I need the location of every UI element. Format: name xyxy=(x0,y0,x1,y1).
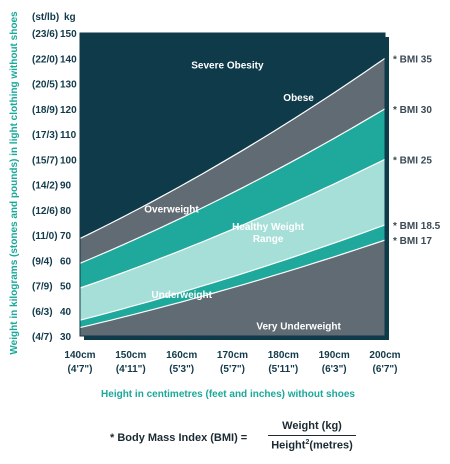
y-tick-kg: 40 xyxy=(60,307,72,318)
bmi-formula: * Body Mass Index (BMI) = Weight (kg) He… xyxy=(110,420,360,460)
y-tick-kg: 140 xyxy=(60,54,77,65)
bmi-label-35: * BMI 35 xyxy=(393,54,432,65)
bmi-label-30: * BMI 30 xyxy=(393,105,432,116)
y-tick-kg: 100 xyxy=(60,155,77,166)
x-tick-cm: 200cm xyxy=(369,350,400,361)
region-label-healthy-weight-1: Range xyxy=(253,234,284,245)
y-tick-kg: 60 xyxy=(60,256,72,267)
x-tick-cm: 150cm xyxy=(115,350,146,361)
bmi-line-17 xyxy=(79,239,386,329)
x-tick-cm: 190cm xyxy=(319,350,350,361)
region-label-very-underweight: Very Underweight xyxy=(256,322,341,333)
region-label-severe-obesity: Severe Obesity xyxy=(191,60,264,71)
formula-fraction: Weight (kg) Height2(metres) xyxy=(268,420,356,452)
y-tick-stlb: (6/3) xyxy=(32,307,53,318)
y-tick-stlb: (22/0) xyxy=(32,54,58,65)
x-tick-cm: 170cm xyxy=(217,350,248,361)
chart-regions xyxy=(80,33,385,336)
x-tick-ft: (6'3") xyxy=(322,364,347,375)
x-tick-ft: (4'11") xyxy=(116,364,146,375)
y-axis-title: Weight in kilograms (stones and pounds) … xyxy=(9,11,20,355)
y-tick-stlb: (12/6) xyxy=(32,206,58,217)
region-healthy-weight xyxy=(80,159,385,321)
bmi-lines xyxy=(79,57,386,329)
stlb-unit-header: (st/lb) xyxy=(32,12,59,23)
bmi-line-labels: * BMI 35 * BMI 30 * BMI 25 * BMI 18.5 * BMI … xyxy=(393,54,441,247)
x-tick-ft: (5'11") xyxy=(268,364,298,375)
y-tick-kg: 70 xyxy=(60,231,72,242)
y-tick-stlb: (14/2) xyxy=(32,181,58,192)
x-tick-cm: 140cm xyxy=(64,350,95,361)
formula-numerator: Weight (kg) xyxy=(268,420,356,436)
y-tick-stlb: (23/6) xyxy=(32,29,58,40)
y-tick-kg: 110 xyxy=(60,130,77,141)
y-tick-stlb: (4/7) xyxy=(32,332,53,343)
y-tick-stlb: (15/7) xyxy=(32,155,58,166)
x-tick-ft: (5'3") xyxy=(169,364,194,375)
formula-denominator-unit: (metres) xyxy=(309,439,353,452)
y-tick-stlb: (9/4) xyxy=(32,256,53,267)
formula-denominator-sup: 2 xyxy=(305,439,310,446)
y-tick-kg: 50 xyxy=(60,282,72,293)
bmi-label-18-5: * BMI 18.5 xyxy=(393,221,441,232)
bmi-label-17: * BMI 17 xyxy=(393,236,432,247)
region-label-overweight: Overweight xyxy=(144,204,199,215)
region-label-obese: Obese xyxy=(283,93,314,104)
y-tick-kg: 30 xyxy=(60,332,72,343)
y-tick-kg: 150 xyxy=(60,29,77,40)
formula-lhs: * Body Mass Index (BMI) = xyxy=(110,432,248,444)
region-severe-obesity xyxy=(80,33,385,239)
y-tick-stlb: (20/5) xyxy=(32,80,58,91)
x-tick-ft: (4'7") xyxy=(68,364,93,375)
region-labels: Severe Obesity Obese Overweight Healthy Wei… xyxy=(144,60,341,332)
formula-denominator: Height2(metres) xyxy=(268,436,356,452)
plot-frame xyxy=(79,32,386,337)
x-tick-cm: 180cm xyxy=(268,350,299,361)
region-overweight xyxy=(80,108,385,288)
bmi-line-35 xyxy=(79,57,386,240)
y-tick-stlb: (11/0) xyxy=(32,231,58,242)
x-axis-ticks: 140cm (4'7") 150cm (4'11") 160cm (5'3") 170cm (… xyxy=(64,350,400,375)
y-tick-stlb: (18/9) xyxy=(32,105,58,116)
y-tick-kg: 130 xyxy=(60,80,77,91)
y-axis-ticks: (23/6) 150 (22/0) 140 (20/5) 130 (18/9) 120 (17/… xyxy=(32,29,77,343)
bmi-line-18-5 xyxy=(79,224,386,321)
kg-unit-header: kg xyxy=(64,12,76,23)
bmi-label-25: * BMI 25 xyxy=(393,155,432,166)
region-label-healthy-weight: Healthy Weight xyxy=(232,222,305,233)
y-tick-kg: 80 xyxy=(60,206,72,217)
region-label-underweight: Underweight xyxy=(151,290,212,301)
bmi-line-25 xyxy=(79,158,386,289)
bmi-line-30 xyxy=(79,108,386,264)
x-axis-title: Height in centimetres (feet and inches) … xyxy=(101,389,355,400)
y-tick-kg: 90 xyxy=(60,181,72,192)
region-underweight xyxy=(80,224,385,328)
x-tick-ft: (6'7") xyxy=(373,364,398,375)
y-tick-stlb: (7/9) xyxy=(32,282,53,293)
y-tick-stlb: (17/3) xyxy=(32,130,58,141)
formula-denominator-base: Height xyxy=(271,439,306,452)
y-tick-kg: 120 xyxy=(60,105,77,116)
x-tick-ft: (5'7") xyxy=(220,364,245,375)
x-tick-cm: 160cm xyxy=(166,350,197,361)
